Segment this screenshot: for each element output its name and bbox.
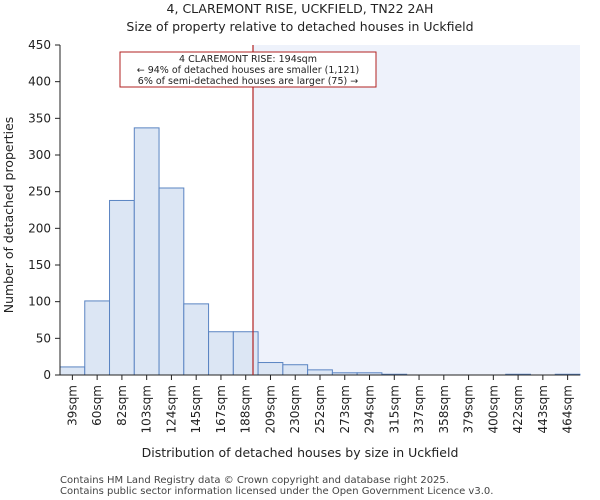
bar-167sqm <box>208 331 234 376</box>
x-tick-label: 379sqm <box>462 385 476 433</box>
x-tick-label: 252sqm <box>313 385 327 433</box>
chart-subtitle: Size of property relative to detached ho… <box>126 19 473 34</box>
x-tick-label: 230sqm <box>288 385 302 433</box>
x-axis-label: Distribution of detached houses by size … <box>142 445 459 460</box>
annotation-frame <box>119 51 377 88</box>
x-tick-label: 60sqm <box>90 385 104 426</box>
y-tick-label: 400 <box>28 75 51 89</box>
x-tick-label: 464sqm <box>561 385 575 433</box>
x-tick-label: 124sqm <box>164 385 178 433</box>
x-tick-label: 39sqm <box>65 385 79 426</box>
y-tick-label: 100 <box>28 295 51 309</box>
x-tick-label: 337sqm <box>412 385 426 433</box>
bar-188sqm <box>232 331 259 376</box>
y-tick-label: 200 <box>28 221 51 235</box>
annotation-line-2: ← 94% of detached houses are smaller (1,… <box>137 65 360 76</box>
y-tick-label: 0 <box>43 368 51 382</box>
x-tick-label: 103sqm <box>140 385 154 433</box>
footer-line-2: Contains public sector information licen… <box>60 486 493 497</box>
bar-103sqm <box>133 127 160 376</box>
y-tick-label: 150 <box>28 258 51 272</box>
y-tick-label: 50 <box>36 331 51 345</box>
y-tick-label: 350 <box>28 111 51 125</box>
y-tick-label: 250 <box>28 185 51 199</box>
x-tick-label: 82sqm <box>115 385 129 426</box>
bar-82sqm <box>109 199 135 376</box>
x-tick-label: 273sqm <box>338 385 352 433</box>
bar-230sqm <box>282 364 309 376</box>
annotation-line-1: 4 CLAREMONT RISE: 194sqm <box>179 54 317 65</box>
bar-145sqm <box>183 303 210 376</box>
marker-shade-region <box>252 45 580 375</box>
bar-209sqm <box>257 362 284 376</box>
x-tick-label: 315sqm <box>387 385 401 433</box>
y-tick-label: 450 <box>28 38 51 52</box>
x-tick-label: 422sqm <box>511 385 525 433</box>
x-tick-label: 209sqm <box>263 385 277 433</box>
y-tick-label: 300 <box>28 148 51 162</box>
x-tick-label: 188sqm <box>239 385 253 433</box>
x-tick-label: 400sqm <box>486 385 500 433</box>
x-tick-label: 167sqm <box>214 385 228 433</box>
chart-title: 4, CLAREMONT RISE, UCKFIELD, TN22 2AH <box>167 1 434 16</box>
bar-60sqm <box>84 300 111 376</box>
x-tick-label: 443sqm <box>536 385 550 433</box>
y-axis-label: Number of detached properties <box>1 117 16 314</box>
bar-39sqm <box>59 366 86 376</box>
bar-124sqm <box>158 187 185 376</box>
annotation-box: 4 CLAREMONT RISE: 194sqm ← 94% of detach… <box>119 51 377 88</box>
x-tick-label: 294sqm <box>363 385 377 433</box>
x-tick-label: 358sqm <box>437 385 451 433</box>
annotation-line-3: 6% of semi-detached houses are larger (7… <box>138 76 358 87</box>
bar-252sqm <box>307 369 333 376</box>
footer-line-1: Contains HM Land Registry data © Crown c… <box>60 475 449 486</box>
x-tick-label: 145sqm <box>189 385 203 433</box>
